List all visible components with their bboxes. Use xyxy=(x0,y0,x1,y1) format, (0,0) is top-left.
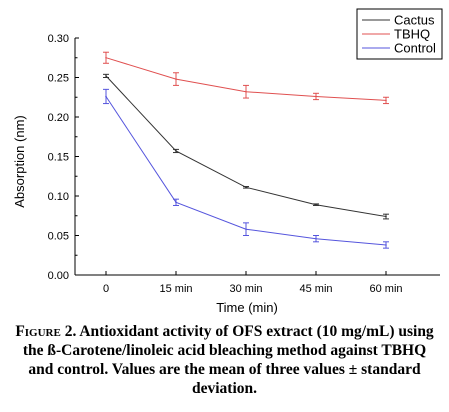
chart-axes: 0.00 0.05 0.10 0.15 0.20 0.25 0.30 0 15 min 30 mi… xyxy=(48,33,440,295)
x-axis-title: Time (min) xyxy=(216,300,278,315)
legend-label: TBHQ xyxy=(394,27,430,42)
data-point xyxy=(385,215,387,218)
data-point xyxy=(385,244,387,246)
x-tick-label: 0 xyxy=(103,283,109,295)
y-tick-label: 0.30 xyxy=(48,33,69,45)
data-point xyxy=(315,203,317,206)
data-point xyxy=(105,75,107,77)
x-tick-label: 60 min xyxy=(369,283,402,295)
chart-series-layer xyxy=(103,51,389,249)
chart: 0.00 0.05 0.10 0.15 0.20 0.25 0.30 0 15 min 30 mi… xyxy=(12,8,443,315)
data-point xyxy=(175,150,177,152)
data-point xyxy=(315,237,317,240)
data-point xyxy=(245,186,247,189)
figure-label: Figure 2. xyxy=(15,323,77,340)
data-point xyxy=(175,78,177,80)
x-tick-label: 30 min xyxy=(229,283,262,295)
y-tick-label: 0.10 xyxy=(48,191,69,203)
y-tick-label: 0.25 xyxy=(48,73,69,85)
series-control xyxy=(103,88,389,249)
data-point xyxy=(105,95,107,98)
data-point xyxy=(175,201,177,204)
legend-label: Cactus xyxy=(394,13,435,28)
y-tick-label: 0.00 xyxy=(48,270,69,282)
data-point xyxy=(245,228,247,230)
legend-label: Control xyxy=(394,41,436,56)
y-axis-title: Absorption (nm) xyxy=(12,115,27,207)
data-point xyxy=(105,56,107,59)
x-tick-label: 45 min xyxy=(299,283,332,295)
y-tick-label: 0.20 xyxy=(48,112,69,124)
y-tick-label: 0.05 xyxy=(48,231,69,243)
figure-caption: Figure 2. Antioxidant activity of OFS ex… xyxy=(10,322,439,398)
data-point xyxy=(385,99,387,102)
data-point xyxy=(245,90,247,93)
y-tick-label: 0.15 xyxy=(48,152,69,164)
x-tick-label: 15 min xyxy=(159,283,192,295)
series-cactus xyxy=(103,73,389,220)
data-point xyxy=(315,95,317,98)
caption-text: Antioxidant activity of OFS extract (10 … xyxy=(22,323,434,397)
series-tbhq xyxy=(103,51,389,105)
